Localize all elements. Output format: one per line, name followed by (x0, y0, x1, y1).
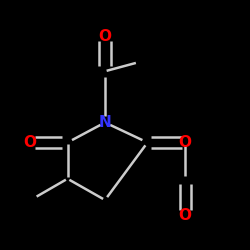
Text: N: N (98, 115, 112, 130)
Text: O: O (24, 135, 36, 150)
Text: O: O (98, 29, 112, 44)
Text: O: O (178, 135, 192, 150)
Text: O: O (178, 208, 192, 222)
